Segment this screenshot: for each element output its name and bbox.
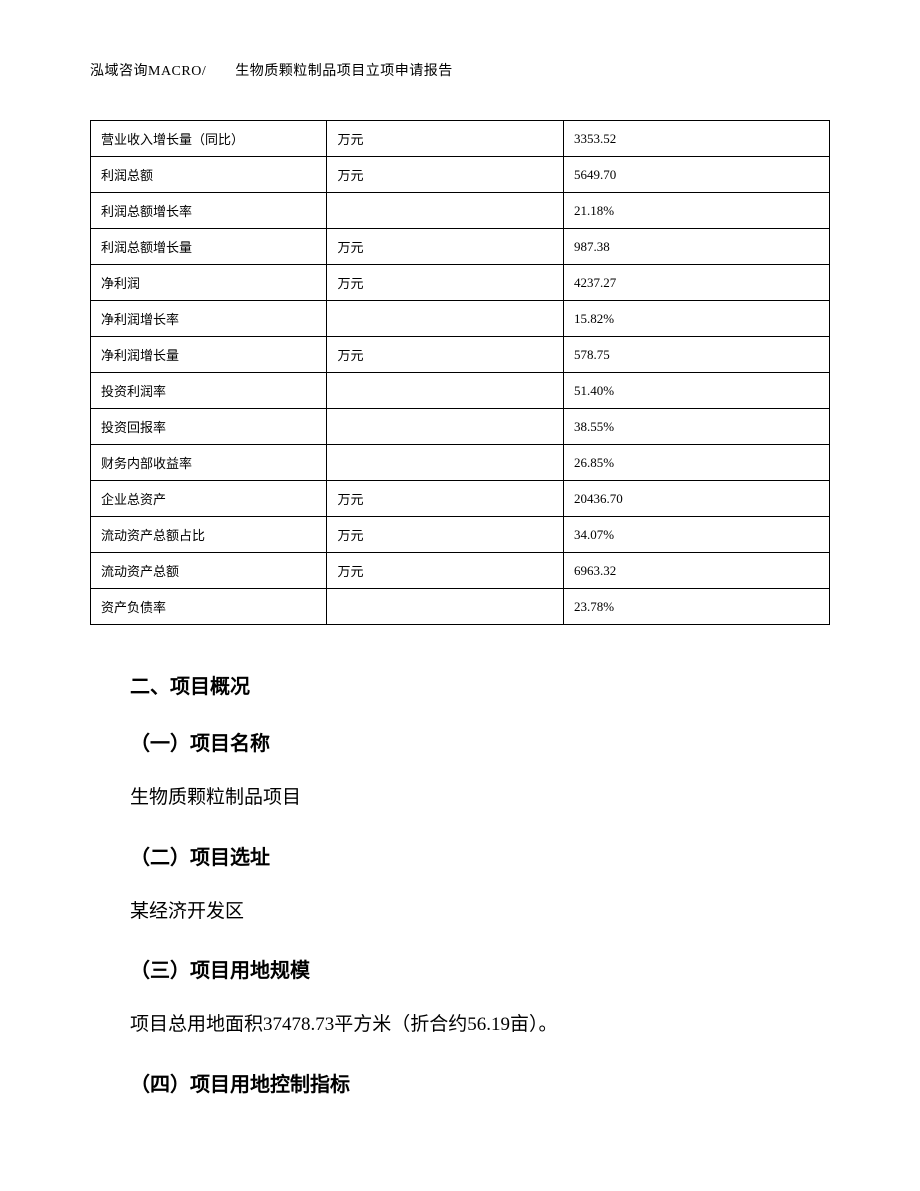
subsection-1-text: 生物质颗粒制品项目 bbox=[130, 784, 830, 813]
table-cell-value: 5649.70 bbox=[563, 157, 829, 193]
table-cell-value: 51.40% bbox=[563, 373, 829, 409]
table-row: 投资利润率 51.40% bbox=[91, 373, 830, 409]
table-cell-value: 987.38 bbox=[563, 229, 829, 265]
table-cell-label: 财务内部收益率 bbox=[91, 445, 327, 481]
table-cell-unit: 万元 bbox=[327, 553, 563, 589]
table-cell-unit bbox=[327, 373, 563, 409]
table-cell-unit: 万元 bbox=[327, 157, 563, 193]
table-cell-label: 利润总额增长量 bbox=[91, 229, 327, 265]
table-cell-label: 资产负债率 bbox=[91, 589, 327, 625]
table-cell-label: 利润总额增长率 bbox=[91, 193, 327, 229]
table-row: 利润总额增长率 21.18% bbox=[91, 193, 830, 229]
subsection-2-title: （二）项目选址 bbox=[130, 841, 830, 870]
table-cell-value: 6963.32 bbox=[563, 553, 829, 589]
content-section: 二、项目概况 （一）项目名称 生物质颗粒制品项目 （二）项目选址 某经济开发区 … bbox=[90, 670, 830, 1097]
table-cell-unit bbox=[327, 445, 563, 481]
subsection-3-text: 项目总用地面积37478.73平方米（折合约56.19亩）。 bbox=[130, 1011, 830, 1040]
table-cell-value: 21.18% bbox=[563, 193, 829, 229]
table-row: 流动资产总额占比万元34.07% bbox=[91, 517, 830, 553]
table-row: 利润总额万元5649.70 bbox=[91, 157, 830, 193]
table-cell-unit: 万元 bbox=[327, 265, 563, 301]
subsection-3-title: （三）项目用地规模 bbox=[130, 954, 830, 983]
table-row: 利润总额增长量万元987.38 bbox=[91, 229, 830, 265]
table-row: 营业收入增长量（同比）万元3353.52 bbox=[91, 121, 830, 157]
subsection-4-title: （四）项目用地控制指标 bbox=[130, 1068, 830, 1097]
subsection-2-text: 某经济开发区 bbox=[130, 898, 830, 927]
table-cell-unit bbox=[327, 589, 563, 625]
table-row: 净利润增长量万元578.75 bbox=[91, 337, 830, 373]
table-row: 净利润增长率 15.82% bbox=[91, 301, 830, 337]
table-cell-unit bbox=[327, 301, 563, 337]
subsection-1-title: （一）项目名称 bbox=[130, 727, 830, 756]
table-cell-unit: 万元 bbox=[327, 229, 563, 265]
table-row: 净利润万元4237.27 bbox=[91, 265, 830, 301]
table-cell-unit: 万元 bbox=[327, 481, 563, 517]
table-cell-label: 营业收入增长量（同比） bbox=[91, 121, 327, 157]
table-cell-value: 23.78% bbox=[563, 589, 829, 625]
table-cell-label: 净利润 bbox=[91, 265, 327, 301]
table-cell-value: 4237.27 bbox=[563, 265, 829, 301]
table-cell-label: 流动资产总额占比 bbox=[91, 517, 327, 553]
table-row: 流动资产总额万元6963.32 bbox=[91, 553, 830, 589]
table-cell-value: 26.85% bbox=[563, 445, 829, 481]
table-cell-value: 20436.70 bbox=[563, 481, 829, 517]
table-cell-unit: 万元 bbox=[327, 121, 563, 157]
table-cell-unit bbox=[327, 193, 563, 229]
table-cell-value: 15.82% bbox=[563, 301, 829, 337]
table-row: 财务内部收益率 26.85% bbox=[91, 445, 830, 481]
table-row: 企业总资产万元20436.70 bbox=[91, 481, 830, 517]
table-cell-label: 投资回报率 bbox=[91, 409, 327, 445]
table-row: 资产负债率 23.78% bbox=[91, 589, 830, 625]
table-cell-label: 流动资产总额 bbox=[91, 553, 327, 589]
page-header: 泓域咨询MACRO/ 生物质颗粒制品项目立项申请报告 bbox=[90, 60, 830, 80]
table-cell-value: 3353.52 bbox=[563, 121, 829, 157]
table-cell-unit: 万元 bbox=[327, 517, 563, 553]
table-cell-label: 企业总资产 bbox=[91, 481, 327, 517]
table-cell-unit bbox=[327, 409, 563, 445]
table-cell-label: 净利润增长率 bbox=[91, 301, 327, 337]
table-cell-label: 利润总额 bbox=[91, 157, 327, 193]
financial-table: 营业收入增长量（同比）万元3353.52利润总额万元5649.70利润总额增长率… bbox=[90, 120, 830, 625]
table-cell-label: 投资利润率 bbox=[91, 373, 327, 409]
table-row: 投资回报率 38.55% bbox=[91, 409, 830, 445]
table-cell-value: 38.55% bbox=[563, 409, 829, 445]
table-cell-value: 34.07% bbox=[563, 517, 829, 553]
table-cell-label: 净利润增长量 bbox=[91, 337, 327, 373]
table-cell-unit: 万元 bbox=[327, 337, 563, 373]
section-title: 二、项目概况 bbox=[130, 670, 830, 699]
table-cell-value: 578.75 bbox=[563, 337, 829, 373]
